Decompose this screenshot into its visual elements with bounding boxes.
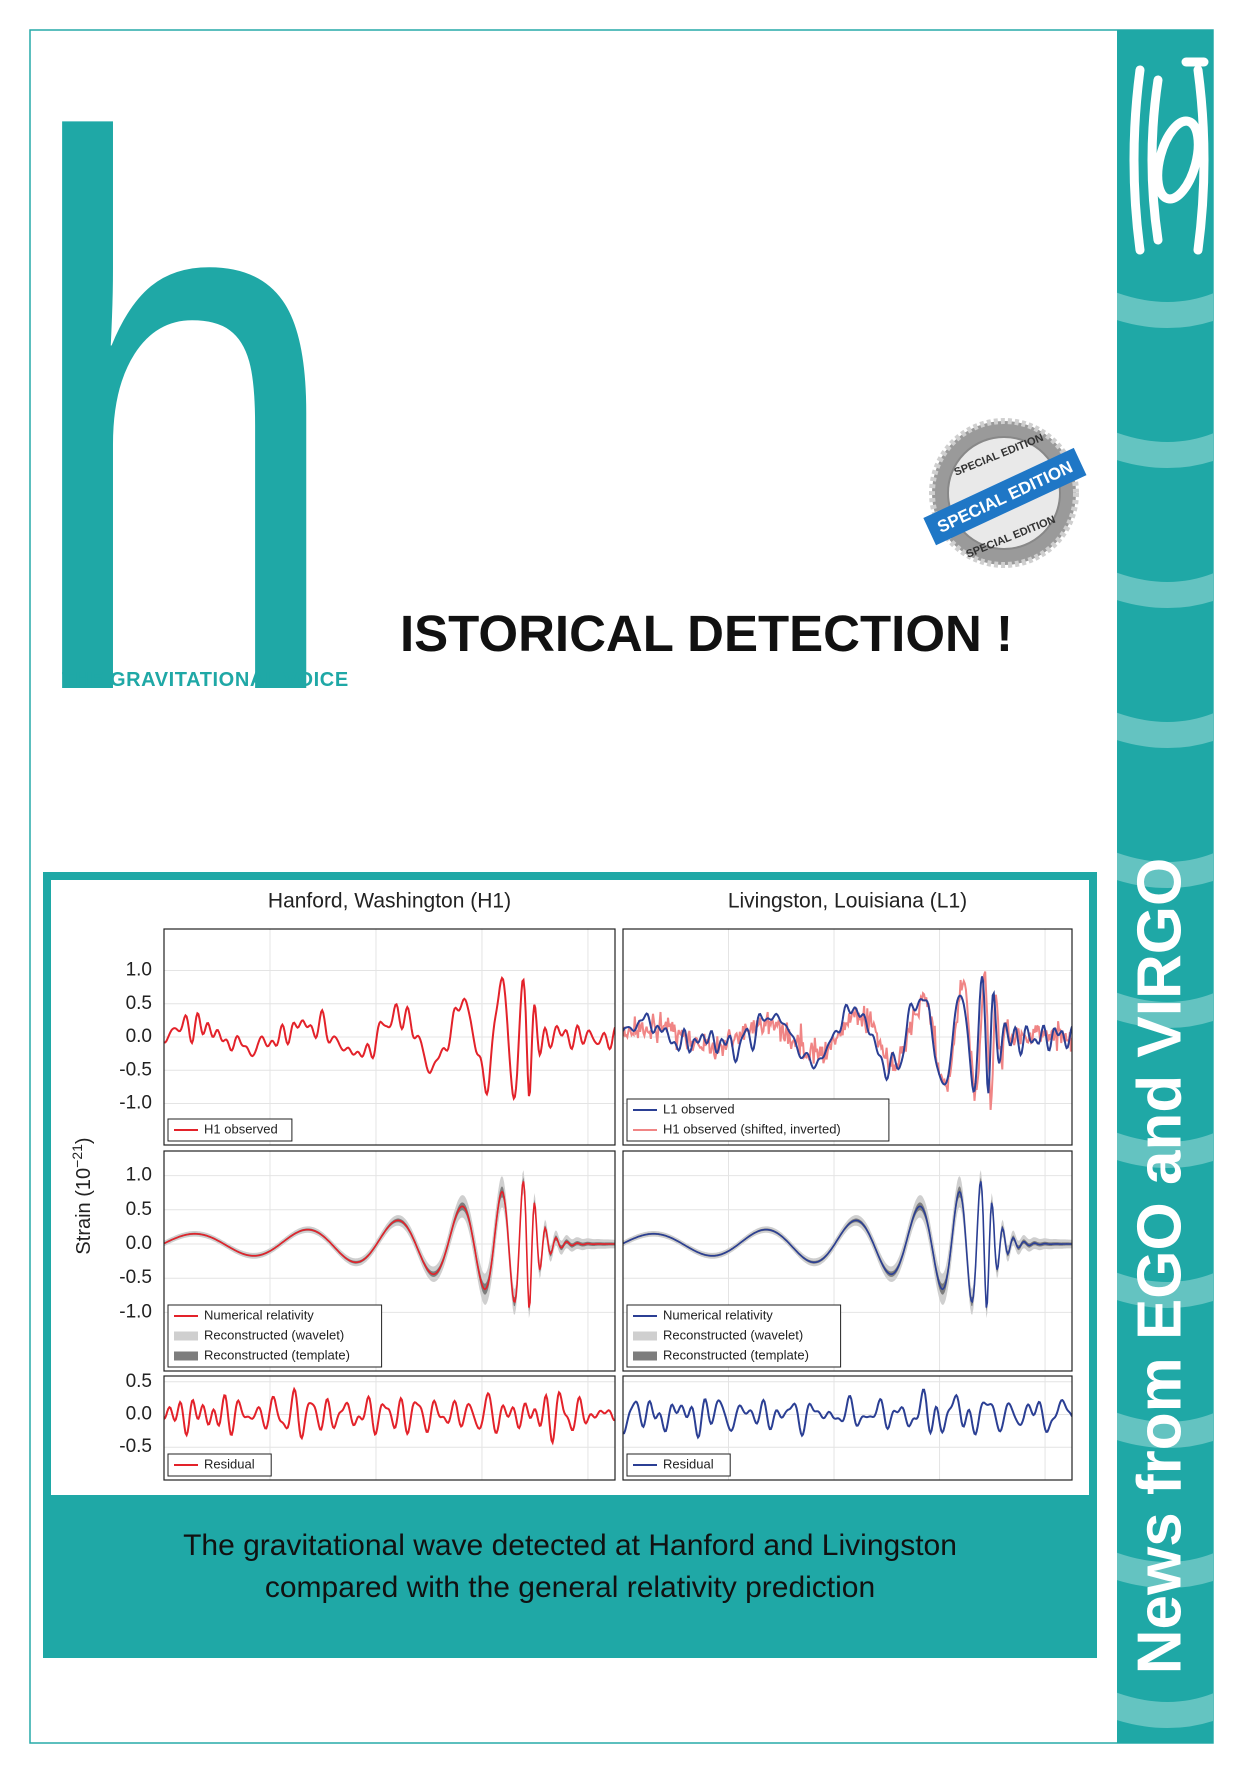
y-tick-label: -0.5 — [119, 1436, 152, 1457]
waveform — [623, 1181, 1072, 1308]
waveform — [164, 1386, 615, 1446]
legend-label: Residual — [204, 1456, 255, 1471]
y-tick-label: 0.0 — [126, 1026, 152, 1047]
panel: Numerical relativity Reconstructed (wavel… — [163, 1150, 616, 1372]
y-label-text: Strain (10 — [73, 1168, 95, 1255]
band-wavelet — [623, 1170, 1072, 1319]
panel-border — [622, 1150, 1073, 1372]
legend-box — [167, 1118, 293, 1142]
y-tick-label: 0.0 — [126, 1233, 152, 1254]
panel-border — [163, 928, 616, 1146]
logo — [1129, 57, 1209, 255]
legend-label: Residual — [663, 1456, 714, 1471]
panel-border — [163, 1375, 616, 1481]
legend-label: Reconstructed (template) — [204, 1347, 350, 1362]
panel-border — [163, 1150, 616, 1372]
waveforms — [164, 1170, 615, 1319]
legend-label: Reconstructed (wavelet) — [204, 1327, 344, 1342]
legend-box — [626, 1304, 842, 1368]
panel: H1 observed — [163, 928, 616, 1146]
y-axis-label: Strain (10−21) — [69, 1137, 95, 1254]
panel-title: Hanford, Washington (H1) — [268, 890, 511, 913]
legend-label: Reconstructed (template) — [663, 1347, 809, 1362]
legend-box — [626, 1453, 731, 1477]
badge-ribbon — [923, 447, 1087, 546]
y-tick-label: 0.5 — [126, 1371, 152, 1392]
sidebar: News from EGO and VIRGO — [1117, 30, 1213, 1743]
y-tick-label: 0.5 — [126, 993, 152, 1014]
panel: Residual — [163, 1375, 616, 1481]
y-label-exponent: −21 — [69, 1144, 85, 1168]
y-label-close: ) — [73, 1137, 95, 1144]
legend-label: Reconstructed (wavelet) — [663, 1327, 803, 1342]
tagline: THE GRAVITATIONAL VOICE — [62, 669, 349, 691]
waveforms — [623, 1170, 1072, 1319]
waveforms — [623, 1388, 1072, 1440]
badge: SPECIAL EDITION SPECIAL EDITION SPECIAL … — [923, 418, 1087, 568]
waveform — [623, 1388, 1072, 1440]
y-tick-label: -0.5 — [119, 1267, 152, 1288]
y-tick-label: 0.0 — [126, 1404, 152, 1425]
waveform — [164, 975, 615, 1101]
y-tick-label: -1.0 — [119, 1093, 152, 1114]
panel-border — [622, 928, 1073, 1146]
panel: Numerical relativity Reconstructed (wavel… — [622, 1150, 1073, 1372]
waveform — [164, 1181, 615, 1308]
legend-box — [167, 1453, 272, 1477]
figure: Hanford, Washington (H1) Livingston, Loui… — [69, 890, 1073, 1481]
y-tick-label: 0.5 — [126, 1199, 152, 1220]
sidebar-text: News from EGO and VIRGO — [1125, 858, 1194, 1674]
legend-label: Numerical relativity — [204, 1307, 314, 1322]
sidebar-waves — [1117, 292, 1213, 1728]
headline: ISTORICAL DETECTION ! — [400, 605, 1013, 662]
caption-line: compared with the general relativity pre… — [265, 1571, 875, 1604]
y-tick-label: -0.5 — [119, 1059, 152, 1080]
caption-line: The gravitational wave detected at Hanfo… — [183, 1529, 957, 1562]
y-tick-label: -1.0 — [119, 1301, 152, 1322]
waveforms — [164, 975, 615, 1101]
panel-title: Livingston, Louisiana (L1) — [728, 890, 967, 913]
legend-label: H1 observed (shifted, inverted) — [663, 1121, 841, 1136]
y-tick-label: 1.0 — [126, 960, 152, 981]
panel: L1 observed H1 observed (shifted, inverte… — [622, 928, 1073, 1146]
legend-box — [167, 1304, 383, 1368]
legend-box — [626, 1098, 890, 1142]
legend-label: Numerical relativity — [663, 1307, 773, 1322]
y-tick-label: 1.0 — [126, 1165, 152, 1186]
masthead-letter: h — [22, 0, 344, 854]
waveforms — [164, 1386, 615, 1446]
waveforms — [623, 971, 1072, 1110]
panel: Residual — [622, 1375, 1073, 1481]
panel-border — [622, 1375, 1073, 1481]
legend-label: L1 observed — [663, 1101, 735, 1116]
legend-label: H1 observed — [204, 1121, 278, 1136]
band-wavelet — [164, 1170, 615, 1319]
waveform — [623, 976, 1072, 1094]
